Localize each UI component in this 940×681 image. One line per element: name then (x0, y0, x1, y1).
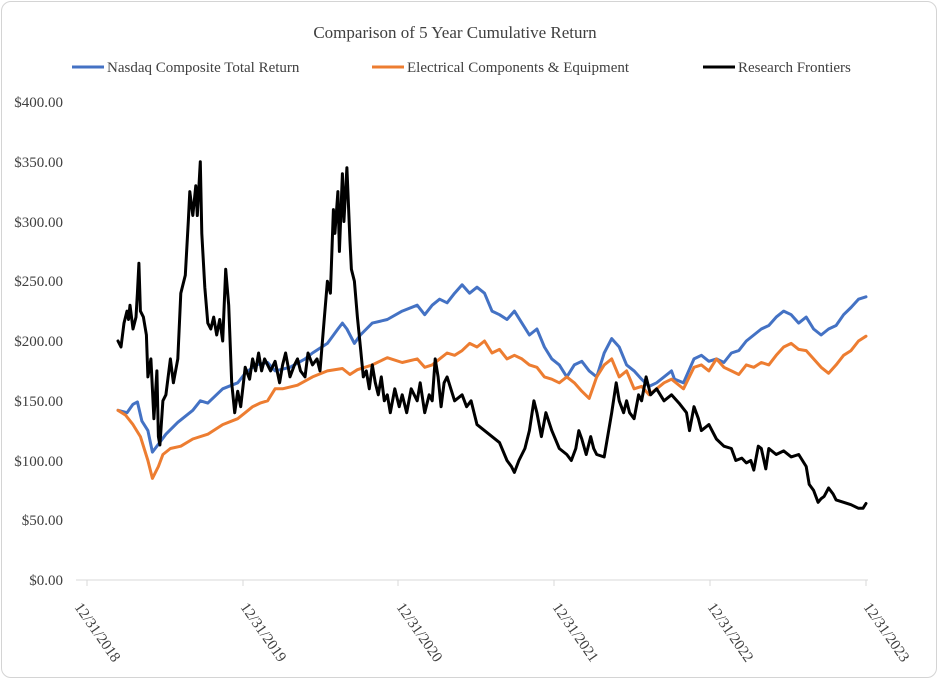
y-tick-label: $250.00 (14, 274, 63, 290)
y-axis-ticks: $0.00 $50.00 $100.00 $150.00 $200.00 $25… (14, 95, 63, 589)
x-tick-label: 12/31/2022 (704, 600, 756, 665)
legend: Nasdaq Composite Total Return Electrical… (72, 60, 851, 76)
x-axis-ticks: 12/31/2018 12/31/2019 12/31/2020 12/31/2… (71, 580, 912, 665)
y-tick-label: $400.00 (14, 95, 63, 111)
y-tick-label: $100.00 (14, 454, 63, 470)
x-tick-label: 12/31/2020 (393, 600, 445, 665)
legend-label-nasdaq: Nasdaq Composite Total Return (107, 60, 300, 76)
y-tick-label: $0.00 (29, 573, 63, 589)
series-line-electrical (116, 334, 868, 480)
chart-title: Comparison of 5 Year Cumulative Return (313, 23, 597, 42)
legend-label-research-frontiers: Research Frontiers (738, 60, 851, 76)
legend-label-electrical: Electrical Components & Equipment (407, 60, 630, 76)
x-tick-label: 12/31/2018 (71, 600, 123, 665)
series-line-research-frontiers (116, 160, 868, 510)
x-tick-label: 12/31/2023 (860, 600, 912, 665)
y-tick-label: $50.00 (22, 513, 63, 529)
y-tick-label: $150.00 (14, 394, 63, 410)
series-layer (116, 160, 868, 510)
x-tick-label: 12/31/2019 (237, 600, 289, 665)
x-tick-label: 12/31/2021 (549, 600, 601, 665)
y-tick-label: $350.00 (14, 155, 63, 171)
y-tick-label: $300.00 (14, 215, 63, 231)
y-tick-label: $200.00 (14, 334, 63, 350)
